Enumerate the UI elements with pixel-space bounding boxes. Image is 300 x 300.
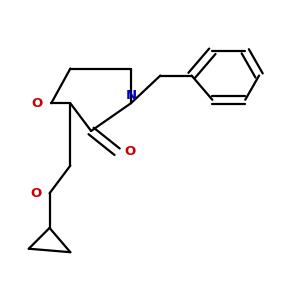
Text: O: O	[32, 97, 43, 110]
Text: O: O	[124, 145, 136, 158]
Text: N: N	[125, 89, 136, 102]
Text: O: O	[30, 187, 41, 200]
